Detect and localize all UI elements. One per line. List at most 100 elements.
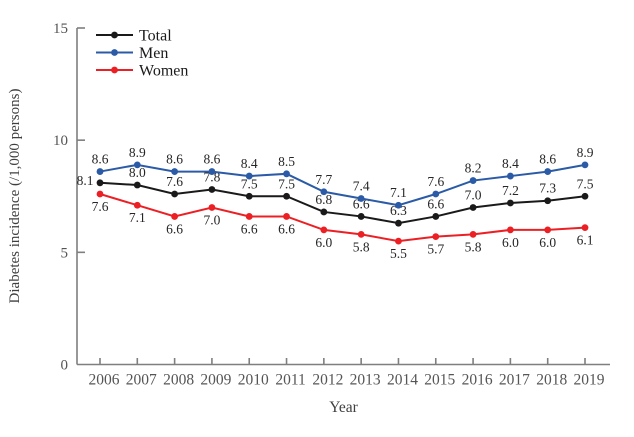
data-label-men: 7.7 [315,172,332,187]
data-point-men [283,170,290,178]
data-label-total: 7.2 [502,183,519,198]
x-tick-label: 2009 [200,372,231,389]
data-point-women [581,224,589,232]
data-label-women: 6.1 [577,233,594,248]
data-label-women: 7.0 [203,212,220,227]
data-label-men: 8.9 [129,145,146,160]
data-label-men: 8.6 [539,152,556,167]
data-point-women [432,233,440,241]
x-tick-label: 2017 [499,372,530,389]
data-label-men: 8.6 [166,152,183,167]
data-point-men [581,161,589,169]
data-point-total [357,213,365,220]
data-point-men [544,168,552,175]
x-tick-label: 2018 [536,372,567,389]
data-label-total: 7.6 [166,174,183,189]
data-label-total: 7.5 [577,176,594,191]
data-label-men: 8.6 [92,152,109,167]
legend-item-total: Total [96,28,172,45]
data-point-total [208,186,216,193]
data-point-men [208,168,216,175]
data-label-total: 6.3 [390,203,407,218]
legend-item-women: Women [96,63,188,80]
data-point-total [171,190,179,198]
data-label-total: 7.0 [465,187,482,202]
data-label-total: 7.8 [203,170,220,185]
data-point-men [171,168,179,175]
data-label-women: 6.6 [278,221,295,236]
data-point-total [395,219,402,227]
data-label-total: 6.8 [315,192,332,207]
data-point-women [283,213,290,220]
legend-marker [111,31,118,39]
data-point-total [96,179,104,187]
data-point-total [544,197,552,205]
data-point-women [395,237,402,245]
x-tick-label: 2014 [387,372,418,389]
y-tick-label: 10 [53,133,68,149]
data-label-total: 8.0 [129,165,146,180]
data-point-women [469,230,477,238]
legend-label: Total [139,28,172,45]
legend-marker [111,66,118,74]
data-label-men: 7.4 [353,178,370,193]
legend-label: Women [139,63,188,80]
x-tick-label: 2015 [424,372,455,389]
data-label-women: 6.6 [166,221,183,236]
data-point-women [357,230,365,238]
data-point-women [208,204,216,211]
data-label-men: 8.4 [241,156,258,171]
data-point-total [133,181,141,189]
data-point-women [133,201,141,209]
data-label-women: 5.8 [465,239,482,254]
legend-marker [111,49,118,56]
data-point-men [506,172,514,180]
data-point-men [320,188,328,196]
data-label-men: 8.5 [278,154,295,169]
y-tick-label: 0 [61,358,69,374]
data-point-men [395,201,402,209]
y-tick-label: 15 [53,21,68,37]
data-point-total [320,208,328,216]
data-label-men: 8.2 [465,161,482,176]
data-point-total [245,192,253,200]
data-label-men: 7.1 [390,185,407,200]
data-label-men: 8.6 [203,152,220,167]
x-tick-label: 2016 [462,372,493,389]
data-label-women: 7.1 [129,210,146,225]
data-point-total [581,192,589,200]
data-label-total: 7.5 [241,176,258,191]
data-label-women: 6.0 [502,235,519,250]
data-label-women: 7.6 [92,199,109,214]
x-tick-label: 2010 [238,372,269,389]
data-point-women [96,190,104,198]
data-label-total: 7.3 [539,181,556,196]
data-point-women [544,226,552,234]
x-tick-label: 2008 [163,372,194,389]
data-label-men: 8.9 [577,145,594,160]
data-label-women: 5.5 [390,246,407,261]
legend-item-men: Men [96,45,168,62]
data-label-total: 8.1 [77,173,94,188]
data-point-total [283,192,290,200]
data-label-men: 7.6 [427,174,444,189]
x-tick-label: 2006 [89,372,120,389]
data-point-women [171,213,179,220]
x-axis-title: Year [329,399,358,416]
data-point-women [245,213,253,220]
series-line-men [99,163,586,207]
data-label-total: 6.6 [427,196,444,211]
data-point-total [506,199,514,207]
data-point-men [357,195,365,202]
data-point-men [469,177,477,184]
data-point-women [506,226,514,234]
y-axis-title: Diabetes incidence (/1,000 persons) [7,89,23,304]
x-tick-label: 2019 [574,372,605,389]
data-point-men [432,190,440,198]
x-tick-label: 2007 [126,372,157,389]
data-point-men [133,161,141,169]
y-tick-label: 5 [61,245,69,261]
data-label-women: 6.0 [315,235,332,250]
